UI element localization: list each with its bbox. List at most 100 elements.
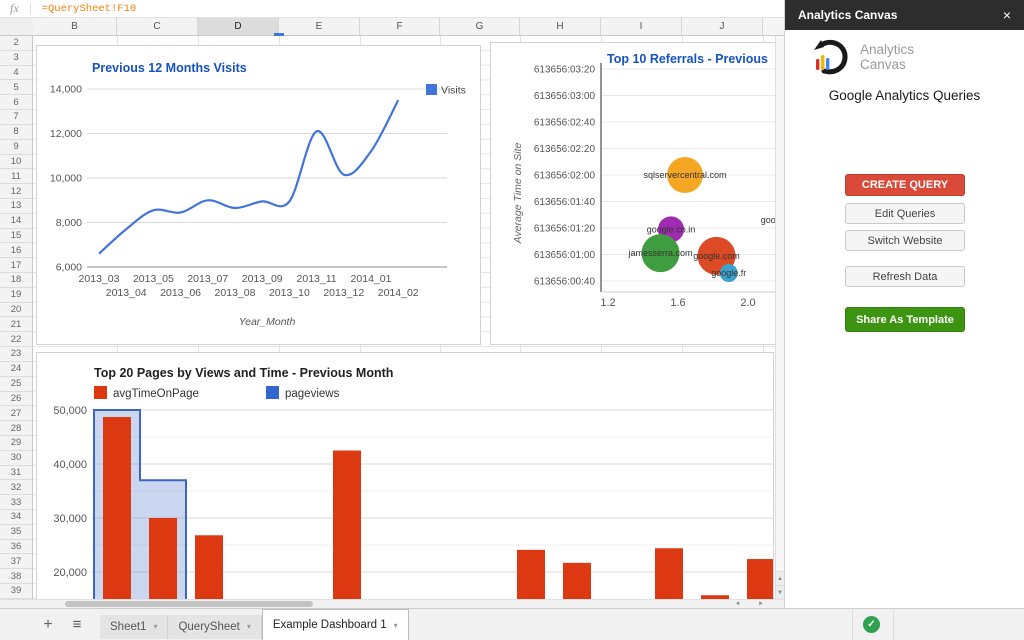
row-header-39[interactable]: 39 [0,584,32,599]
row-header-26[interactable]: 26 [0,392,32,407]
close-icon[interactable]: × [1002,7,1011,23]
tab-caret-icon[interactable]: ▾ [153,622,158,631]
bar-avgtimeonpage[interactable] [517,549,545,599]
svg-text:Average Time on Site: Average Time on Site [512,143,524,245]
row-header-32[interactable]: 32 [0,480,32,496]
row-header-20[interactable]: 20 [0,303,32,318]
column-header-B[interactable]: B [33,18,117,35]
chart-top-10-referrals[interactable]: 613656:03:20 613656:03:00 613656:02:40 6136… [490,42,782,345]
bar-avgtimeonpage[interactable] [701,595,729,599]
column-header-C[interactable]: C [117,18,198,35]
column-header-I[interactable]: I [601,18,682,35]
svg-text:20,000: 20,000 [53,567,87,579]
row-header-11[interactable]: 11 [0,169,32,185]
hscroll-arrows[interactable]: ◄ ► [734,601,772,607]
vertical-scrollbar[interactable]: ▲ ▼ [775,36,784,599]
svg-text:Top 20 Pages by Views and Time: Top 20 Pages by Views and Time - Previou… [94,366,393,380]
row-header-4[interactable]: 4 [0,66,32,81]
sheet-tab-example-dashboard-1[interactable]: Example Dashboard 1 ▾ [261,609,409,640]
row-header-38[interactable]: 38 [0,569,32,585]
scroll-up-icon[interactable]: ▲ [776,571,784,585]
formula-input[interactable]: =QuerySheet!F10 [41,2,137,15]
row-header-12[interactable]: 12 [0,184,32,199]
svg-text:12,000: 12,000 [50,128,82,140]
row-header-34[interactable]: 34 [0,510,32,525]
row-header-13[interactable]: 13 [0,199,32,214]
bar-avgtimeonpage[interactable] [563,562,591,599]
horizontal-scrollbar[interactable]: ◄ ► [0,599,784,608]
refresh-data-button[interactable]: Refresh Data [845,266,965,287]
row-header-2[interactable]: 2 [0,36,32,51]
all-sheets-menu-icon[interactable]: ≡ [72,616,82,633]
row-header-3[interactable]: 3 [0,51,32,66]
row-header-17[interactable]: 17 [0,258,32,273]
column-header-G[interactable]: G [440,18,520,35]
analytics-canvas-logo: Analytics Canvas [807,38,914,76]
row-header-33[interactable]: 33 [0,495,32,510]
select-all-corner[interactable] [0,18,34,35]
hscroll-thumb[interactable] [65,601,313,607]
column-header-D[interactable]: D [198,18,279,35]
sheet-grid[interactable]: 2 3 4 5 6 7 8 9 10 11 12 13 14 15 16 17 18 19 20 21 22 23 24 25… [0,36,784,599]
svg-text:613656:02:20: 613656:02:20 [534,144,596,155]
bar-avgtimeonpage[interactable] [747,559,773,599]
column-header-J[interactable]: J [682,18,763,35]
row-header-6[interactable]: 6 [0,95,32,111]
row-header-7[interactable]: 7 [0,110,32,125]
row-header-14[interactable]: 14 [0,214,32,229]
chart-top-20-pages[interactable]: 20,000 30,000 40,000 50,000 Top 20 Pages by … [36,352,774,599]
svg-text:613656:01:40: 613656:01:40 [534,197,596,208]
row-header-22[interactable]: 22 [0,332,32,348]
row-header-5[interactable]: 5 [0,80,32,96]
svg-text:avgTimeOnPage: avgTimeOnPage [113,388,199,400]
svg-text:10,000: 10,000 [50,173,82,185]
chart-previous-12-months-visits[interactable]: 6,000 8,000 10,000 12,000 14,000 2013_03 2013_… [36,45,481,345]
switch-website-button[interactable]: Switch Website [845,230,965,251]
row-header-37[interactable]: 37 [0,554,32,570]
row-header-29[interactable]: 29 [0,436,32,451]
row-header-9[interactable]: 9 [0,140,32,155]
bar-avgtimeonpage[interactable] [655,548,683,599]
add-sheet-button[interactable]: + [43,615,53,633]
row-header-28[interactable]: 28 [0,421,32,436]
create-query-button[interactable]: CREATE QUERY [845,174,965,196]
svg-text:613656:02:00: 613656:02:00 [534,171,596,182]
tab-label: Example Dashboard 1 [272,619,387,631]
column-header-E[interactable]: E [279,18,360,35]
bar-avgtimeonpage[interactable] [195,535,223,599]
edit-queries-button[interactable]: Edit Queries [845,203,965,224]
sheet-tab-querysheet[interactable]: QuerySheet ▾ [168,614,262,639]
row-header-27[interactable]: 27 [0,406,32,422]
row-header-25[interactable]: 25 [0,377,32,392]
row-header-36[interactable]: 36 [0,540,32,555]
column-header-H[interactable]: H [520,18,601,35]
svg-text:google.com: google.com [693,251,740,261]
legend-swatch-visits [426,84,437,95]
row-header-30[interactable]: 30 [0,451,32,466]
row-header-19[interactable]: 19 [0,288,32,303]
tab-caret-icon[interactable]: ▾ [246,622,251,631]
column-header-F[interactable]: F [360,18,440,35]
row-header-31[interactable]: 31 [0,466,32,481]
row-header-8[interactable]: 8 [0,125,32,140]
tab-caret-icon[interactable]: ▾ [393,620,398,630]
row-header-21[interactable]: 21 [0,317,32,333]
row-header-16[interactable]: 16 [0,243,32,259]
bar-avgtimeonpage[interactable] [333,450,361,600]
row-header-35[interactable]: 35 [0,525,32,540]
row-header-10[interactable]: 10 [0,155,32,170]
svg-text:2013_05: 2013_05 [133,273,174,285]
row-header-18[interactable]: 18 [0,273,32,288]
sheet-tab-sheet1[interactable]: Sheet1 ▾ [100,614,169,639]
svg-text:40,000: 40,000 [53,459,87,471]
sheet-tab-bar: + ≡ Sheet1 ▾ QuerySheet ▾ Example Dashboard … [0,608,1024,640]
scroll-down-icon[interactable]: ▼ [776,585,784,599]
svg-text:2014_01: 2014_01 [351,273,392,285]
bar-avgtimeonpage[interactable] [149,518,177,599]
share-as-template-button[interactable]: Share As Template [845,307,965,332]
bar-avgtimeonpage[interactable] [103,417,131,599]
row-header-24[interactable]: 24 [0,362,32,377]
row-header-15[interactable]: 15 [0,229,32,244]
row-header-23[interactable]: 23 [0,347,32,362]
